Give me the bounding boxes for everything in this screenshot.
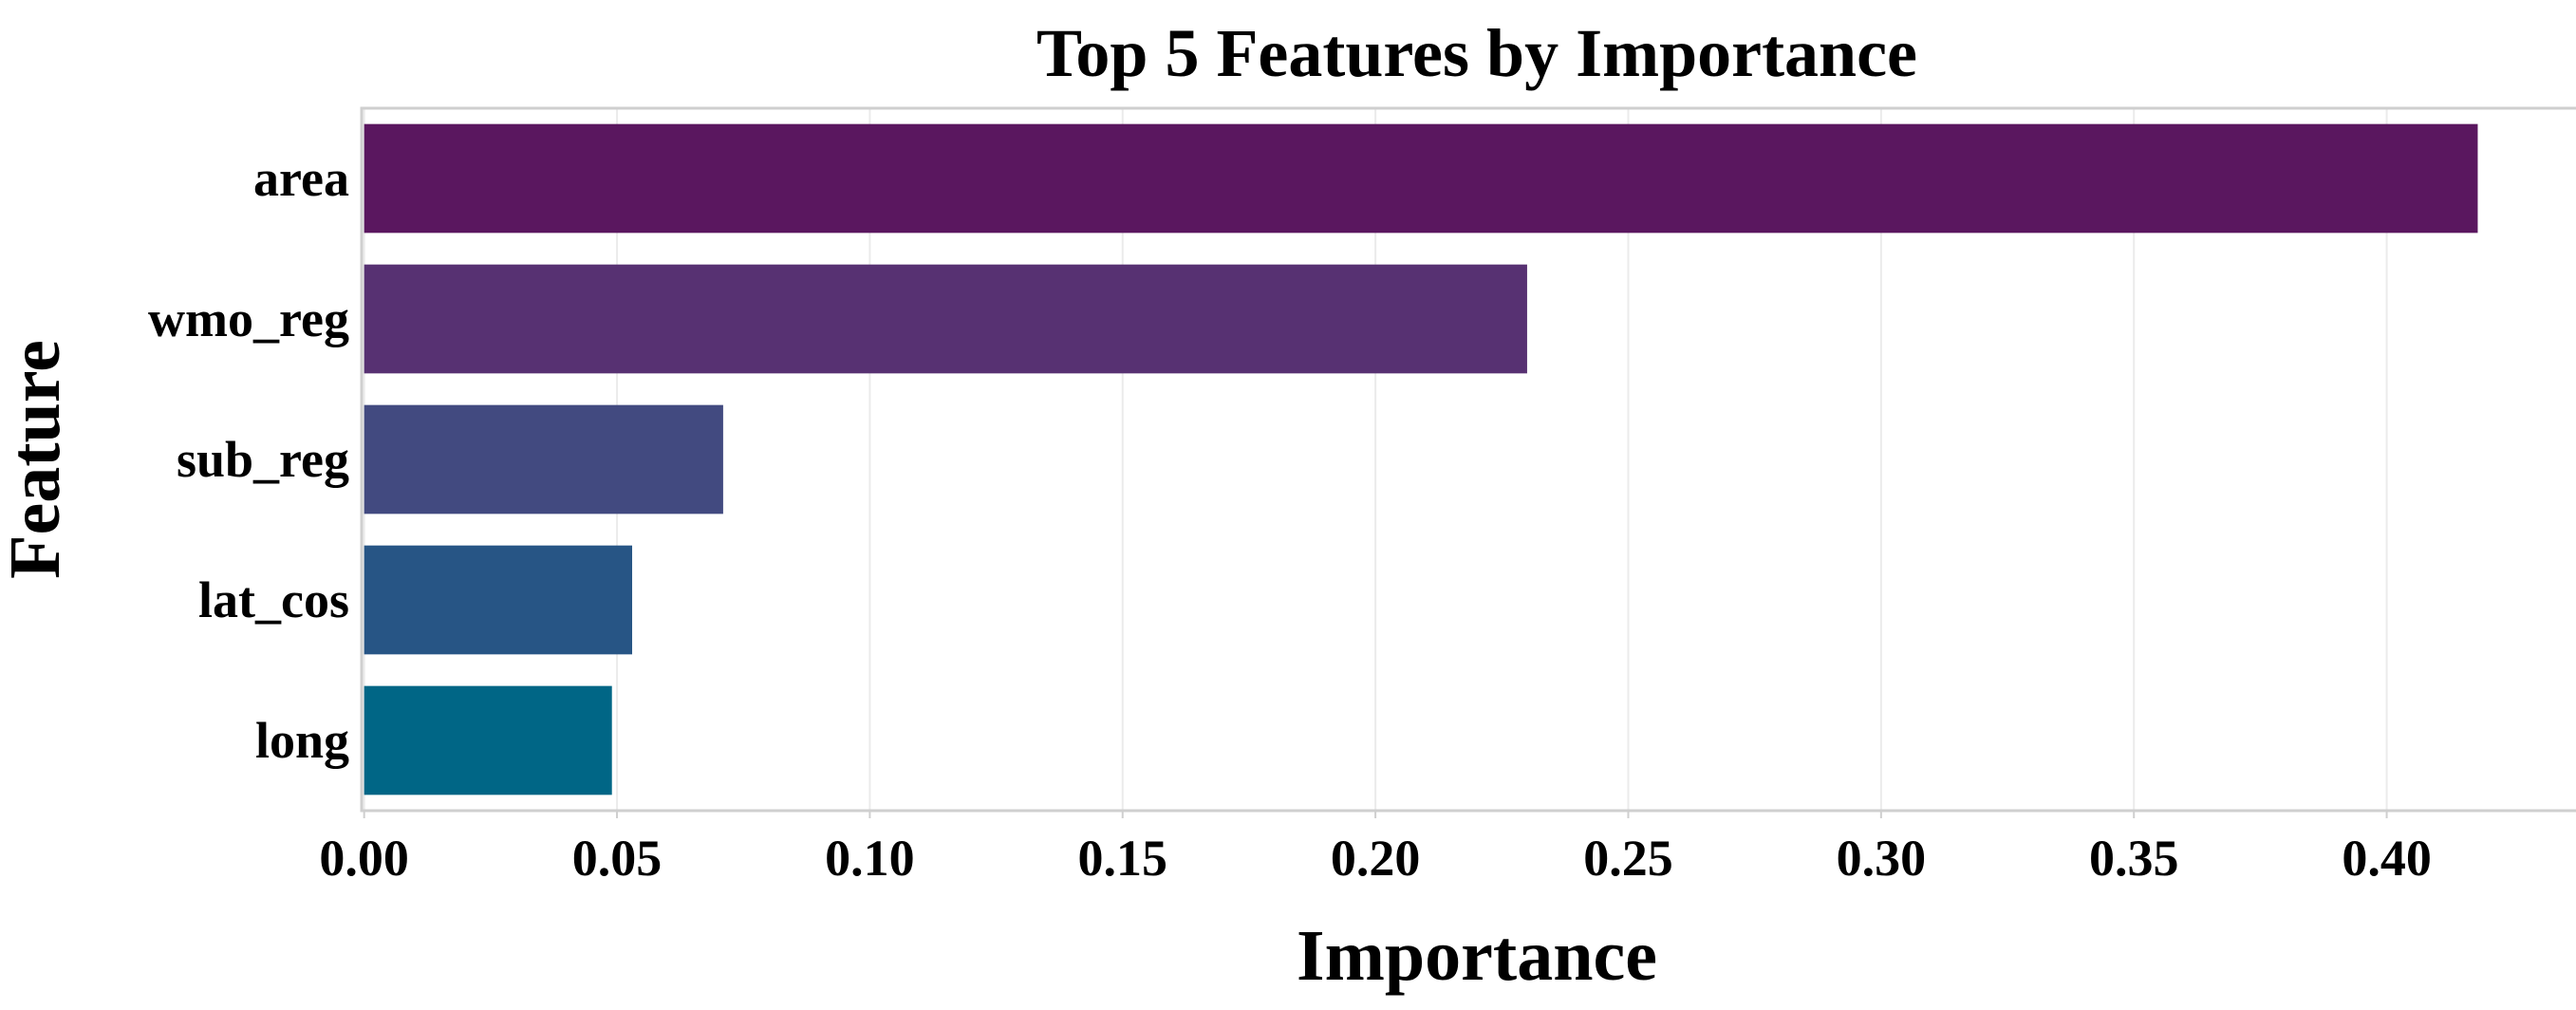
x-tick-label: 0.35 — [2089, 830, 2179, 887]
x-tick-label: 0.00 — [319, 830, 409, 887]
bar-area — [364, 123, 2478, 234]
bar-wmo-reg — [364, 264, 1527, 374]
y-category-label: lat_cos — [198, 571, 349, 628]
bar-lat-cos — [364, 545, 633, 655]
y-category-label: long — [255, 712, 349, 769]
bar-sub-reg — [364, 404, 723, 514]
y-axis-title: Feature — [0, 340, 75, 579]
x-axis-ticks: 0.00 0.05 0.10 0.15 0.20 0.25 0.30 0.35 0.40 — [319, 811, 2432, 887]
y-category-label: sub_reg — [177, 431, 349, 488]
plot-frame — [360, 106, 2576, 813]
y-category-label: wmo_reg — [148, 290, 349, 347]
chart-title: Top 5 Features by Importance — [1036, 15, 1917, 91]
bars — [364, 123, 2478, 795]
x-tick-label: 0.25 — [1583, 830, 1673, 887]
bar-long — [364, 685, 612, 795]
x-tick-label: 0.30 — [1837, 830, 1927, 887]
x-tick-label: 0.05 — [572, 830, 663, 887]
x-tick-label: 0.40 — [2342, 830, 2432, 887]
x-tick-label: 0.15 — [1078, 830, 1168, 887]
x-tick-label: 0.10 — [825, 830, 915, 887]
x-tick-label: 0.20 — [1331, 830, 1421, 887]
x-axis-title: Importance — [1297, 916, 1657, 996]
y-category-label: area — [253, 150, 349, 207]
